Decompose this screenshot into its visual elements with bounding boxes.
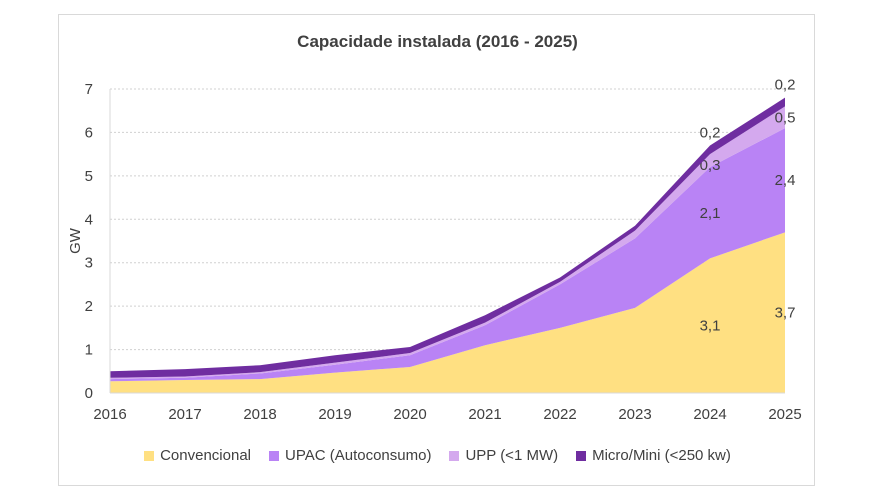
- data-label: 0,2: [700, 124, 721, 141]
- x-tick-label: 2025: [768, 406, 801, 423]
- x-tick-label: 2017: [168, 406, 201, 423]
- chart-title: Capacidade instalada (2016 - 2025): [297, 32, 578, 51]
- x-tick-label: 2023: [618, 406, 651, 423]
- legend-item: Convencional: [144, 447, 251, 464]
- legend-label: Micro/Mini (<250 kw): [592, 447, 731, 464]
- y-tick-label: 7: [85, 81, 93, 98]
- x-tick-label: 2021: [468, 406, 501, 423]
- legend-label: UPAC (Autoconsumo): [285, 447, 432, 464]
- y-tick-label: 1: [85, 342, 93, 359]
- data-label: 2,1: [700, 205, 721, 222]
- y-tick-label: 6: [85, 124, 93, 141]
- x-tick-label: 2016: [93, 406, 126, 423]
- data-label: 2,4: [775, 172, 796, 189]
- legend-label: UPP (<1 MW): [465, 447, 559, 464]
- x-tick-label: 2024: [693, 406, 726, 423]
- area-upac-autoconsumo-: [110, 128, 785, 382]
- area-convencional: [110, 232, 785, 393]
- x-tick-label: 2018: [243, 406, 276, 423]
- y-tick-label: 2: [85, 298, 93, 315]
- legend-item: Micro/Mini (<250 kw): [576, 447, 731, 464]
- data-label: 0,3: [700, 157, 721, 174]
- data-label: 3,7: [775, 305, 796, 322]
- chart-frame: [58, 14, 815, 486]
- legend-swatch: [449, 450, 460, 461]
- x-tick-label: 2020: [393, 406, 426, 423]
- y-tick-label: 0: [85, 385, 93, 402]
- legend-swatch: [144, 450, 155, 461]
- data-label: 0,5: [775, 109, 796, 126]
- y-tick-label: 3: [85, 255, 93, 272]
- legend: Convencional UPAC (Autoconsumo) UPP (<1 MW…: [0, 447, 875, 464]
- legend-item: UPAC (Autoconsumo): [269, 447, 431, 464]
- legend-swatch: [269, 450, 279, 461]
- y-tick-label: 5: [85, 168, 93, 185]
- legend-item: UPP (<1 MW): [449, 447, 558, 464]
- y-tick-label: 4: [85, 211, 93, 228]
- legend-label: Convencional: [160, 447, 251, 464]
- y-axis-label: GW: [67, 227, 84, 254]
- legend-swatch: [576, 450, 587, 461]
- data-label: 3,1: [700, 318, 721, 335]
- x-tick-label: 2019: [318, 406, 351, 423]
- data-label: 0,2: [775, 77, 796, 94]
- x-tick-label: 2022: [543, 406, 576, 423]
